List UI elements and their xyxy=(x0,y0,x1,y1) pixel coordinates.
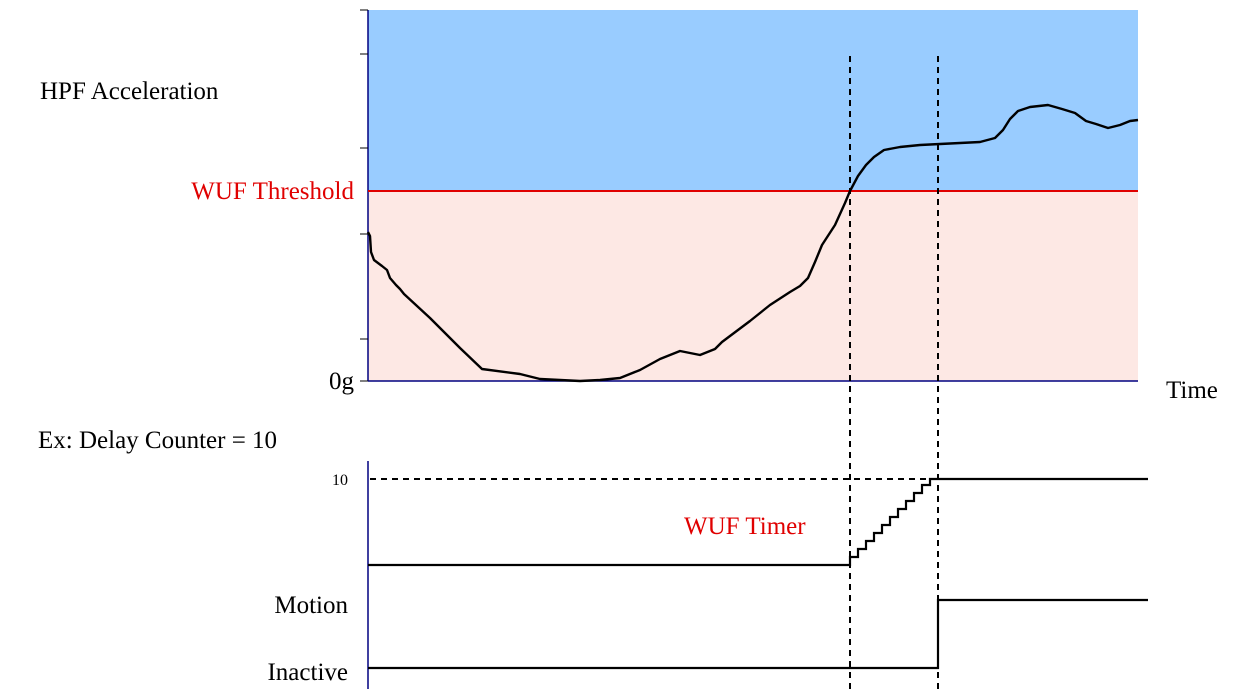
y-axis-title: HPF Acceleration xyxy=(40,78,219,105)
threshold-label: WUF Threshold xyxy=(191,178,354,205)
inactive-state-label: Inactive xyxy=(267,659,348,686)
above-threshold-region xyxy=(368,10,1138,191)
zero-label: 0g xyxy=(329,368,355,395)
motion-state-label: Motion xyxy=(274,592,348,619)
below-threshold-region xyxy=(368,191,1138,381)
delay-example-label: Ex: Delay Counter = 10 xyxy=(38,427,277,454)
timer-label: WUF Timer xyxy=(684,513,806,540)
upper-y-ticks xyxy=(360,9,368,382)
motion-state-trace xyxy=(368,598,1148,670)
timer-staircase xyxy=(368,477,1148,567)
acceleration-trace xyxy=(366,103,1139,383)
counter-max-label: 10 xyxy=(332,472,348,489)
time-label: Time xyxy=(1166,377,1218,404)
